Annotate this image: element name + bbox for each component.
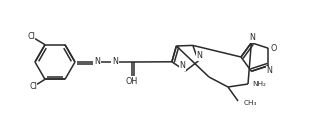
Text: CH₃: CH₃: [244, 100, 257, 106]
Text: N: N: [112, 57, 118, 66]
Text: N: N: [266, 66, 272, 75]
Text: N: N: [179, 62, 186, 70]
Text: NH₂: NH₂: [252, 81, 266, 87]
Text: N: N: [197, 51, 202, 60]
Text: Cl: Cl: [29, 82, 37, 91]
Text: N: N: [94, 57, 100, 66]
Text: O: O: [271, 44, 277, 53]
Text: Cl: Cl: [27, 32, 35, 41]
Text: N: N: [249, 33, 255, 42]
Text: OH: OH: [126, 77, 138, 85]
